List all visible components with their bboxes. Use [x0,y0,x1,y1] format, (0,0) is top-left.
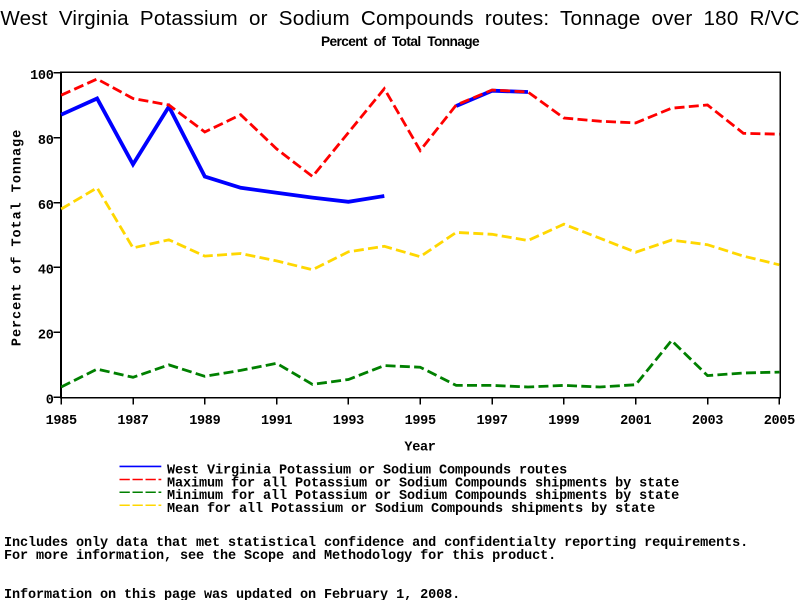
svg-text:Percent of Total Tonnage: Percent of Total Tonnage [11,129,26,346]
svg-text:West Virginia Potassium or Sod: West Virginia Potassium or Sodium Compou… [167,464,567,479]
svg-text:100: 100 [30,69,54,84]
svg-text:1999: 1999 [548,414,579,429]
svg-text:1985: 1985 [46,414,77,429]
svg-text:80: 80 [38,134,54,149]
svg-text:2001: 2001 [620,414,651,429]
svg-text:1993: 1993 [333,414,364,429]
svg-text:1991: 1991 [261,414,292,429]
svg-text:2005: 2005 [764,414,795,429]
svg-text:20: 20 [38,329,54,344]
svg-text:60: 60 [38,199,54,214]
svg-text:40: 40 [38,264,54,279]
svg-text:2003: 2003 [692,414,723,429]
svg-text:Minimum for all Potassium or S: Minimum for all Potassium or Sodium Comp… [167,489,679,504]
svg-text:Mean for all Potassium or Sodi: Mean for all Potassium or Sodium Compoun… [167,502,655,517]
svg-text:Year: Year [404,440,435,455]
svg-text:Maximum for all Potassium or S: Maximum for all Potassium or Sodium Comp… [167,477,679,492]
svg-text:1987: 1987 [117,414,148,429]
svg-text:1989: 1989 [189,414,220,429]
svg-text:1997: 1997 [476,414,507,429]
svg-text:0: 0 [46,394,54,409]
svg-text:1995: 1995 [405,414,436,429]
